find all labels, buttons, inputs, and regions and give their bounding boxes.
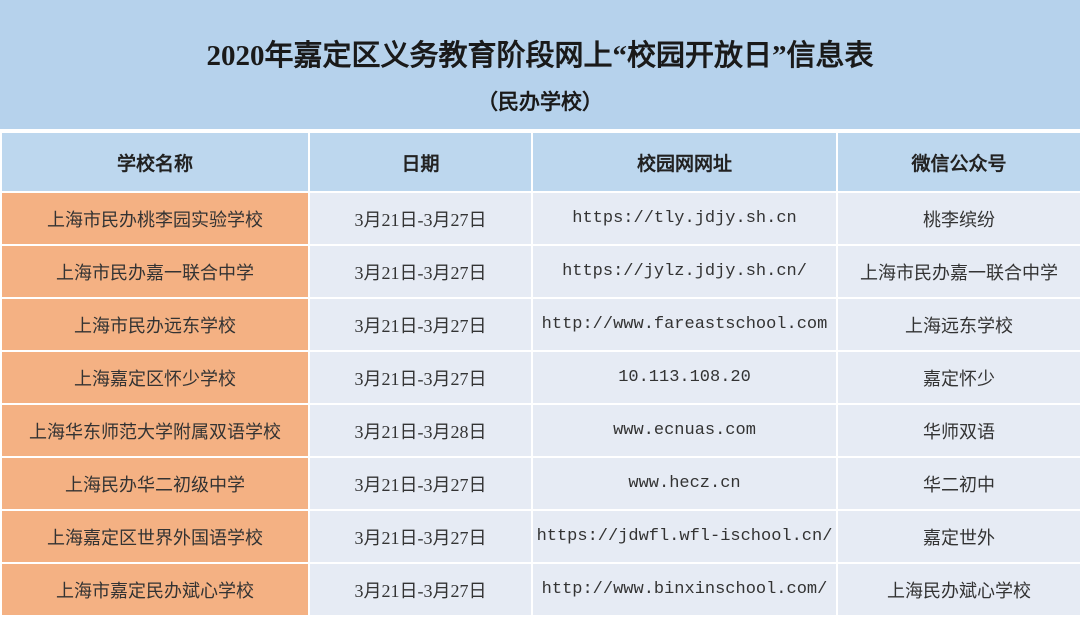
date-cell: 3月21日-3月27日 [308,191,533,246]
table-row: 上海华东师范大学附属双语学校 3月21日-3月28日 www.ecnuas.com 华… [0,403,1080,458]
wechat-cell: 上海市民办嘉一联合中学 [836,244,1080,299]
page-title: 2020年嘉定区义务教育阶段网上“校园开放日”信息表 [206,40,874,72]
school-name-cell: 上海民办华二初级中学 [0,456,310,511]
header-wechat: 微信公众号 [836,131,1080,193]
school-name-cell: 上海华东师范大学附属双语学校 [0,403,310,458]
table-row: 上海市民办桃李园实验学校 3月21日-3月27日 https://tly.jdjy.… [0,191,1080,246]
url-cell[interactable]: http://www.fareastschool.com [531,297,838,352]
title-block: 2020年嘉定区义务教育阶段网上“校园开放日”信息表 （民办学校） [0,0,1080,131]
wechat-cell: 上海远东学校 [836,297,1080,352]
header-date: 日期 [308,131,533,193]
wechat-cell: 华二初中 [836,456,1080,511]
school-name-cell: 上海嘉定区世界外国语学校 [0,509,310,564]
date-cell: 3月21日-3月28日 [308,403,533,458]
wechat-cell: 嘉定怀少 [836,350,1080,405]
open-day-table: 学校名称 日期 校园网网址 微信公众号 上海市民办桃李园实验学校 3月21日-3月… [0,131,1080,617]
school-name-cell: 上海嘉定区怀少学校 [0,350,310,405]
url-cell[interactable]: https://jylz.jdjy.sh.cn/ [531,244,838,299]
header-row: 学校名称 日期 校园网网址 微信公众号 [0,131,1080,193]
school-name-cell: 上海市民办远东学校 [0,297,310,352]
table-row: 上海市民办远东学校 3月21日-3月27日 http://www.fareastsc… [0,297,1080,352]
wechat-cell: 华师双语 [836,403,1080,458]
date-cell: 3月21日-3月27日 [308,509,533,564]
url-cell[interactable]: www.hecz.cn [531,456,838,511]
table-row: 上海市嘉定民办斌心学校 3月21日-3月27日 http://www.binxins… [0,562,1080,617]
url-cell[interactable]: http://www.binxinschool.com/ [531,562,838,617]
wechat-cell: 嘉定世外 [836,509,1080,564]
url-cell[interactable]: https://jdwfl.wfl-ischool.cn/ [531,509,838,564]
school-name-cell: 上海市嘉定民办斌心学校 [0,562,310,617]
date-cell: 3月21日-3月27日 [308,244,533,299]
wechat-cell: 桃李缤纷 [836,191,1080,246]
date-cell: 3月21日-3月27日 [308,350,533,405]
url-cell[interactable]: www.ecnuas.com [531,403,838,458]
table-row: 上海民办华二初级中学 3月21日-3月27日 www.hecz.cn 华二初中 [0,456,1080,511]
url-cell[interactable]: https://tly.jdjy.sh.cn [531,191,838,246]
school-name-cell: 上海市民办嘉一联合中学 [0,244,310,299]
url-cell[interactable]: 10.113.108.20 [531,350,838,405]
table-row: 上海嘉定区怀少学校 3月21日-3月27日 10.113.108.20 嘉定怀少 [0,350,1080,405]
date-cell: 3月21日-3月27日 [308,297,533,352]
table-row: 上海嘉定区世界外国语学校 3月21日-3月27日 https://jdwfl.wfl… [0,509,1080,564]
page-subtitle: （民办学校） [477,90,603,114]
table-row: 上海市民办嘉一联合中学 3月21日-3月27日 https://jylz.jdjy.… [0,244,1080,299]
date-cell: 3月21日-3月27日 [308,456,533,511]
school-name-cell: 上海市民办桃李园实验学校 [0,191,310,246]
header-school: 学校名称 [0,131,310,193]
wechat-cell: 上海民办斌心学校 [836,562,1080,617]
date-cell: 3月21日-3月27日 [308,562,533,617]
header-url: 校园网网址 [531,131,838,193]
